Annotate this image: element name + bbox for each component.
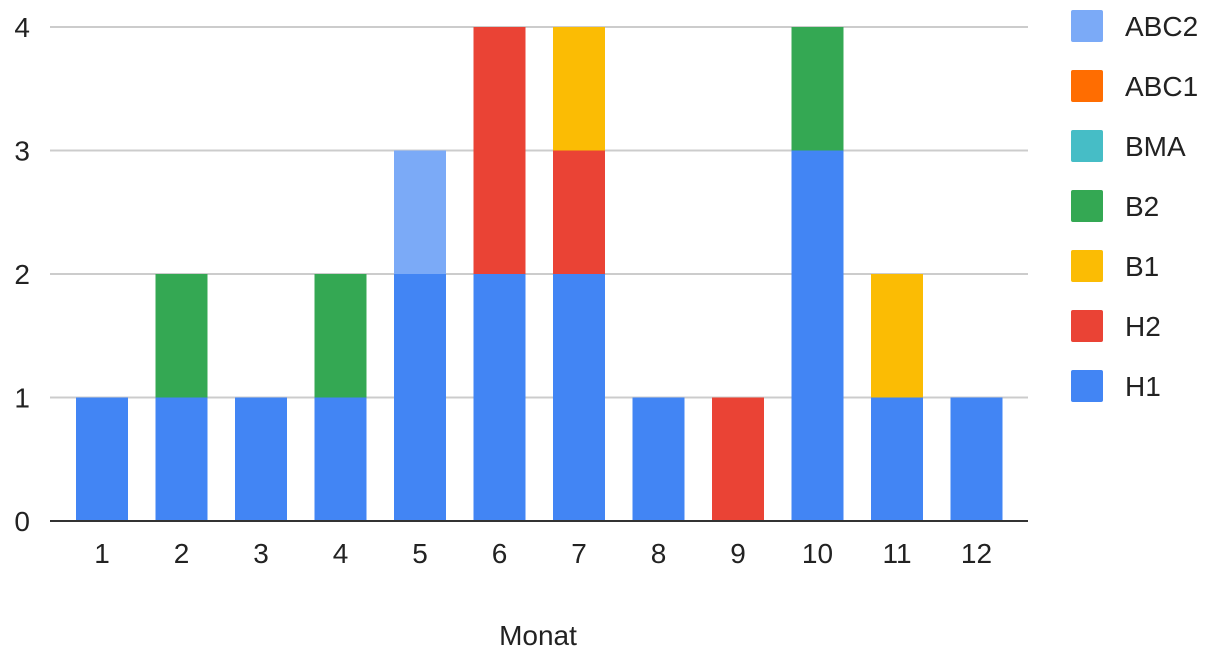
bar-segment-h1-10 [791,150,844,521]
legend-label-h2: H2 [1125,311,1161,342]
bar-segment-b2-10 [791,27,844,151]
x-tick-label: 8 [651,538,667,569]
bar-segment-b1-11 [871,274,923,398]
bar-segment-b2-2 [155,274,208,398]
legend-swatch-b1 [1071,250,1103,282]
bar-segment-h2-6 [473,27,526,274]
bar-segment-h1-7 [553,274,605,521]
bar-segment-h1-11 [871,397,923,521]
bar-segment-h1-8 [632,397,685,521]
x-tick-label: 1 [94,538,110,569]
y-tick-label: 1 [14,383,30,414]
y-tick-label: 2 [14,259,30,290]
gridlines [50,26,1028,399]
x-tick-label: 2 [174,538,190,569]
legend-swatch-b2 [1071,190,1103,222]
bar-segment-h1-1 [76,397,128,521]
x-tick-label: 7 [571,538,587,569]
y-tick-label: 4 [14,12,30,43]
x-tick-label: 5 [412,538,428,569]
legend-swatch-h2 [1071,310,1103,342]
bar-segment-h2-7 [553,150,605,274]
legend-swatch-h1 [1071,370,1103,402]
legend: ABC2 ABC1 BMA B2 B1 H2 H1 [1071,10,1198,402]
bar-segment-h1-2 [155,397,208,521]
legend-swatch-abc2 [1071,10,1103,42]
legend-label-h1: H1 [1125,371,1161,402]
x-tick-label: 12 [961,538,992,569]
bar-segment-h1-3 [235,397,287,521]
bar-segment-abc2-5 [394,150,446,274]
bar-segment-h1-12 [950,397,1003,521]
legend-swatch-abc1 [1071,70,1103,102]
bar-segment-b2-4 [314,274,367,398]
bar-segment-b1-7 [553,27,605,151]
y-tick-labels: 0 1 2 3 4 [14,12,30,537]
x-axis-title: Monat [499,620,577,650]
x-tick-label: 9 [730,538,746,569]
bars [76,27,1003,521]
legend-swatch-bma [1071,130,1103,162]
x-tick-label: 3 [253,538,269,569]
x-tick-label: 11 [882,538,911,569]
y-tick-label: 0 [14,506,30,537]
bar-segment-h1-5 [394,274,446,521]
legend-label-bma: BMA [1125,131,1186,162]
bar-segment-h1-4 [314,397,367,521]
legend-label-abc1: ABC1 [1125,71,1198,102]
x-tick-label: 4 [333,538,349,569]
legend-label-abc2: ABC2 [1125,11,1198,42]
legend-label-b1: B1 [1125,251,1159,282]
legend-label-b2: B2 [1125,191,1159,222]
bar-segment-h1-6 [473,274,526,521]
bar-segment-h2-9 [712,397,764,521]
x-tick-label: 10 [802,538,833,569]
x-tick-label: 6 [492,538,508,569]
y-tick-label: 3 [14,136,30,167]
x-tick-labels: 1 2 3 4 5 6 7 8 9 10 11 12 [94,538,992,569]
